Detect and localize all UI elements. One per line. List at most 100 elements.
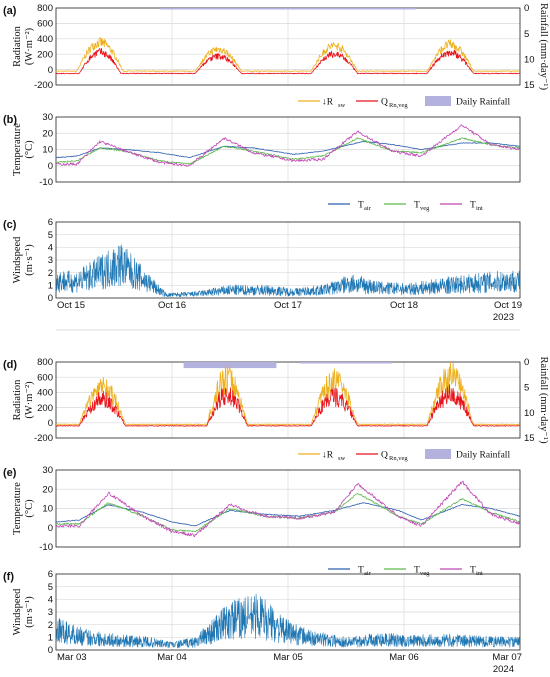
rad-ytick: 400 [37,34,53,45]
legend-tint-sub: int [476,205,483,212]
wind-xtick: Oct 15 [57,300,85,311]
wind-ytick: 6 [48,569,53,580]
series-rsw [56,361,520,426]
temp-frame [55,469,521,548]
legend-tveg-sub: veg [420,205,430,212]
temp-ylabel: Temperature [12,482,23,535]
wind-ytick: 3 [48,255,53,266]
wind-xtick: Mar 06 [389,652,419,663]
wind-ylabel-unit: (m·s⁻¹) [24,596,35,628]
temp-panel-label: (e) [3,467,17,479]
rainfall-bar [160,8,416,10]
wind-xtick: Mar 05 [273,652,303,663]
rad-panel-label: (a) [3,5,17,17]
wind-ytick: 2 [48,620,53,631]
legend-rain-label: Daily Rainfall [456,97,510,108]
wind-ytick: 1 [48,633,53,644]
rad-ytick: 400 [37,388,53,399]
series-qrn [55,48,520,75]
legend-qrn-sub: Rn,veg [389,455,408,462]
temp-ytick: 0 [48,523,53,534]
wind-frame [55,573,521,651]
wind-ylabel-unit: (m·s⁻¹) [24,244,35,276]
xaxis-year: 2023 [493,312,514,323]
rad-y2tick: 0 [524,3,529,14]
wind-xtick: Mar 07 [492,652,522,663]
legend-tint-label: T [470,566,476,576]
rad-ylabel: Radiation [12,379,23,421]
wind-ylabel: Windspeed [12,588,23,636]
wind-xtick: Oct 17 [274,300,302,311]
temp-ytick: 20 [42,128,53,139]
series-qrn [55,384,520,427]
wind-panel-label: (f) [3,571,14,583]
legend-tint-label: T [470,201,476,211]
rad-ytick: 0 [48,65,53,76]
rainfall-bar [183,362,277,369]
legend-qrn-sub: Rn,veg [389,102,408,109]
legend-tint-sub: int [476,570,483,577]
wind-xtick: Mar 04 [157,652,187,663]
wind-frame [55,221,521,299]
temp-ytick: -10 [39,177,53,188]
rad-ytick: 200 [37,49,53,60]
temp-ylabel-unit: (°C) [24,140,35,159]
legend-tveg-label: T [414,201,420,211]
series-windspeed [55,593,521,649]
rad-ylabel: Radiation [12,25,23,67]
rad-y2label: Rainfall (mm·day⁻¹) [538,356,549,444]
panel-wind-1: 01 2 34 5 6 (c) Windspeed (m·s⁻¹) Oct 15 Oct 16 Oc… [3,217,522,323]
rad-y2tick: 5 [524,29,529,40]
temp-ytick: 20 [42,484,53,495]
rad-ytick: 800 [37,3,53,14]
wind-xtick: Oct 18 [390,300,418,311]
panel-rad-2: -200 0 200 400 600 800 (d) Radiation (W·m⁻²) 0 5 10… [3,356,549,462]
series-tint [55,124,520,167]
series-rsw [55,36,520,72]
rad-y2tick: 10 [524,408,535,419]
wind-ytick: 4 [48,243,53,254]
legend-tair-sub: air [364,205,372,212]
rad-y2tick: 5 [524,383,529,394]
wind-ytick: 5 [48,230,53,241]
legend-tair-label: T [358,566,364,576]
legend-qrn-label: Q [381,98,388,108]
rad-ytick: 200 [37,403,53,414]
legend-tveg-sub: veg [420,570,430,577]
wind-xtick: Oct 19 [494,300,522,311]
rad-ytick: 800 [37,357,53,368]
legend-rsw-label: ↓R [322,451,334,461]
rad-y2tick: 15 [524,80,535,91]
rad-frame [55,361,521,439]
rad-panel-label: (d) [3,359,17,371]
rad-ytick: -200 [34,80,53,91]
wind-xtick: Mar 03 [57,652,87,663]
panel-wind-2: 01 2 34 5 6 (f) Windspeed (m·s⁻¹) Mar 03 Mar 04 Ma… [3,569,522,675]
rad-y2tick: 15 [524,433,535,444]
legend-rain-swatch [425,96,451,106]
legend-rain-label: Daily Rainfall [456,450,510,461]
temp-ytick: 0 [48,161,53,172]
rad-y2label: Rainfall (mm·day⁻¹) [538,3,549,91]
rad-ytick: -200 [34,433,53,444]
temp-ytick: 10 [42,504,53,515]
rad-ylabel-unit: (W·m⁻²) [24,381,35,419]
series-tair [55,141,520,159]
temp-ylabel-unit: (°C) [24,499,35,518]
wind-ytick: 1 [48,281,53,292]
legend-rsw-sub: sw [338,455,346,462]
temp-frame [55,116,521,183]
rad-ytick: 600 [37,372,53,383]
series-windspeed [55,244,521,298]
rad-ytick: 0 [48,418,53,429]
temp-ytick: 30 [42,465,53,476]
temp-panel-label: (b) [3,114,17,126]
legend-rsw-label: ↓R [322,98,334,108]
wind-ytick: 4 [48,595,53,606]
legend-qrn-label: Q [381,451,388,461]
rad-y2tick: 0 [524,357,529,368]
legend-rsw-sub: sw [338,102,346,109]
